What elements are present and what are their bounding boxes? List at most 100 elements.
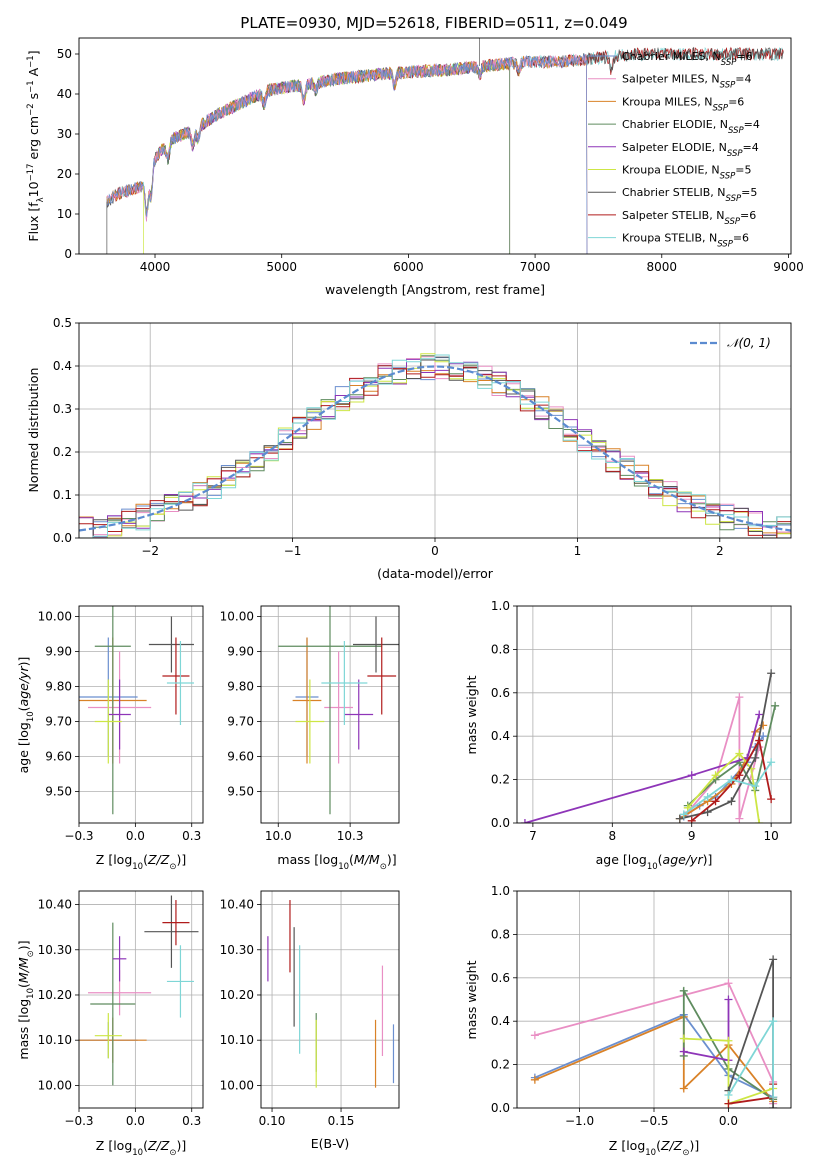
weight-marker: [703, 792, 712, 801]
errorbar-point: [94, 679, 122, 764]
weight-marker: [769, 1104, 778, 1108]
weight-marker: [751, 782, 760, 791]
y-tick-label: 0.4: [53, 359, 72, 373]
panel-age_vs_mass: 10.0 10.3 9.50 9.60 9.70 9.80 9.90 10.00 mass [l…: [220, 605, 400, 872]
y-tick-label: 0.6: [491, 686, 510, 700]
y-tick-label: 0.1: [53, 488, 72, 502]
y-tick-label: 10.00: [38, 610, 72, 624]
legend-entry: Chabrier STELIB, NSSP=5: [622, 186, 757, 204]
weight-marker: [679, 1034, 688, 1043]
y-tick-label: 9.80: [227, 680, 254, 694]
errorbar-point: [166, 945, 194, 1018]
panel-mass_vs_Z: −0.3 0.0 0.3 10.00 10.10 10.20 10.30 10.40 Z [lo…: [16, 890, 204, 1158]
axes-frame: [78, 37, 792, 255]
y-tick-label: 0.8: [491, 642, 510, 656]
x-tick-label: 0.0: [126, 1114, 145, 1128]
weight-marker: [769, 1017, 778, 1026]
legend: Chabrier MILES, NSSP=6 Salpeter MILES, NS…: [588, 50, 760, 250]
x-tick-label: 8: [608, 829, 616, 843]
y-tick-label: 20: [57, 167, 72, 181]
weight-marker: [530, 1031, 539, 1040]
weight-marker: [769, 1093, 778, 1102]
errorbar-point: [344, 679, 374, 750]
weight-marker: [735, 693, 744, 702]
legend-entry: Chabrier ELODIE, NSSP=4: [622, 118, 760, 136]
y-axis-label: mass [log10(M/M⊙)]: [16, 940, 36, 1059]
y-tick-label: 9.50: [227, 785, 254, 799]
plot-area: [79, 323, 791, 538]
errorbar-point: [90, 922, 136, 1086]
x-tick-label: −1: [284, 544, 302, 558]
weight-marker: [703, 808, 712, 817]
x-tick-label: −0.3: [64, 829, 93, 843]
y-tick-label: 0.0: [53, 531, 72, 545]
y-tick-label: 1.0: [491, 884, 510, 898]
y-tick-label: 10.00: [220, 1078, 254, 1092]
y-tick-label: 9.70: [227, 715, 254, 729]
errorbar-point: [353, 616, 399, 673]
y-tick-label: 0.2: [491, 1058, 510, 1072]
y-tick-label: 10.20: [220, 988, 254, 1002]
y-tick-label: 0.3: [53, 402, 72, 416]
y-tick-label: 10: [57, 207, 72, 221]
x-axis-label: Z [log10(Z/Z⊙)]: [96, 852, 186, 872]
errorbar-point: [112, 936, 127, 982]
weight-series: [687, 736, 776, 823]
y-tick-label: 0.6: [491, 971, 510, 985]
weight-marker: [530, 1075, 539, 1084]
y-tick-label: 10.30: [38, 943, 72, 957]
y-tick-label: 1.0: [491, 599, 510, 613]
weight-marker: [735, 814, 744, 823]
errorbar-point: [292, 637, 322, 764]
y-tick-label: 9.60: [227, 750, 254, 764]
legend-entry: Kroupa ELODIE, NSSP=5: [622, 164, 752, 182]
weight-marker: [711, 797, 720, 806]
weight-marker: [724, 1099, 733, 1108]
weight-marker: [755, 710, 764, 719]
panel-mass_vs_EBV: 0.10 0.15 10.00 10.10 10.20 10.30 10.40 E(B-V): [220, 890, 400, 1151]
weight-marker: [735, 749, 744, 758]
x-tick-label: 5000: [266, 260, 297, 274]
x-axis-label: Z [log10(Z/Z⊙)]: [96, 1138, 186, 1158]
weight-marker: [767, 795, 776, 804]
errorbar-point: [144, 895, 199, 968]
y-axis-label: Flux [fλ10−17 erg cm−2 s−1 A−1]: [26, 50, 46, 241]
weight-series: [520, 710, 764, 823]
weight-marker: [679, 1084, 688, 1093]
legend: 𝒩(0, 1): [690, 336, 771, 350]
errorbar-point: [166, 641, 194, 725]
x-axis-label: Z [log10(Z/Z⊙)]: [609, 1138, 699, 1158]
plot-area: [261, 606, 399, 823]
weight-marker: [724, 1036, 733, 1045]
y-tick-label: 10.10: [38, 1033, 72, 1047]
axes-frame: [516, 605, 792, 824]
weight-marker: [679, 810, 688, 819]
y-tick-label: 0.0: [491, 1101, 510, 1115]
y-tick-label: 0.5: [53, 316, 72, 330]
x-tick-label: 0.0: [126, 829, 145, 843]
axes-frame: [78, 605, 204, 824]
normal-curve: [79, 365, 791, 532]
panel-age_vs_Z: −0.3 0.0 0.3 9.50 9.60 9.70 9.80 9.90 10.00 Z [lo…: [16, 605, 204, 872]
x-tick-label: −0.5: [639, 1114, 668, 1128]
y-tick-label: 9.90: [227, 645, 254, 659]
plot-area: [79, 891, 203, 1108]
histogram-step: [79, 365, 791, 538]
errorbar-point: [94, 1013, 122, 1059]
errorbar-point: [94, 606, 131, 815]
x-tick-label: 0: [431, 544, 439, 558]
panel-weight_vs_Z: −1.0 −0.5 0.0 0.0 0.2 0.4 0.6 0.8 1.0 Z [log10(Z/…: [464, 884, 792, 1158]
x-tick-label: 7: [529, 829, 537, 843]
spectrum-line: [106, 53, 588, 254]
x-axis-label: wavelength [Angstrom, rest frame]: [325, 282, 545, 297]
y-axis-label: age [log10(age/yr)]: [16, 657, 36, 774]
y-tick-label: 10.10: [220, 1033, 254, 1047]
figure-title: PLATE=0930, MJD=52618, FIBERID=0511, z=0…: [240, 14, 627, 32]
x-tick-label: 8000: [647, 260, 678, 274]
errorbar-point: [148, 616, 194, 673]
x-tick-label: 2: [716, 544, 724, 558]
histogram-step: [79, 356, 791, 536]
y-tick-label: 0.2: [53, 445, 72, 459]
legend-entry: Salpeter ELODIE, NSSP=4: [622, 141, 759, 159]
